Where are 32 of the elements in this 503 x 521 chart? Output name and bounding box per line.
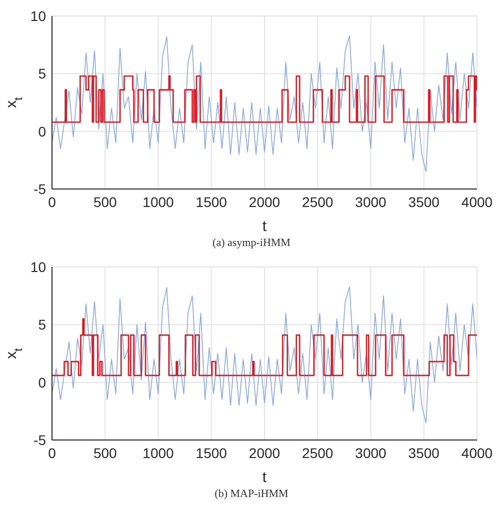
y-tick-label: 10 xyxy=(30,258,46,275)
x-tick-label: 3500 xyxy=(408,194,440,210)
x-tick-label: 4000 xyxy=(461,444,493,461)
x-tick-label: 500 xyxy=(93,194,118,210)
x-tick-label: 1500 xyxy=(196,444,228,461)
x-tick-label: 3500 xyxy=(408,444,440,461)
x-tick-label: 2500 xyxy=(302,444,334,461)
x-axis-title: t xyxy=(262,469,268,486)
x-tick-label: 4000 xyxy=(461,194,493,210)
line-series xyxy=(52,35,477,172)
x-tick-label: 500 xyxy=(93,444,118,461)
x-tick-label: 0 xyxy=(48,444,56,461)
line-series xyxy=(52,286,477,424)
y-tick-label: 5 xyxy=(38,316,46,333)
x-tick-label: 1500 xyxy=(196,194,228,210)
x-axis-title: t xyxy=(262,218,268,235)
x-tick-label: 0 xyxy=(48,194,56,210)
y-tick-label: -5 xyxy=(34,180,46,197)
y-tick-label: 10 xyxy=(30,8,46,24)
x-tick-label: 3000 xyxy=(355,444,387,461)
x-tick-label: 2000 xyxy=(248,194,280,210)
x-tick-label: 3000 xyxy=(355,194,387,210)
x-tick-label: 1000 xyxy=(142,444,174,461)
y-tick-label: 0 xyxy=(38,123,46,140)
text: (b) MAP-iHMM xyxy=(214,488,290,500)
y-tick-label: 0 xyxy=(38,374,46,390)
x-tick-label: 2000 xyxy=(248,444,280,461)
y-tick-label: 5 xyxy=(38,66,46,82)
text: (a) asymp-iHMM xyxy=(212,237,292,249)
x-tick-label: 2500 xyxy=(302,194,334,210)
x-tick-label: 1000 xyxy=(142,194,174,210)
y-tick-label: -5 xyxy=(34,432,46,448)
